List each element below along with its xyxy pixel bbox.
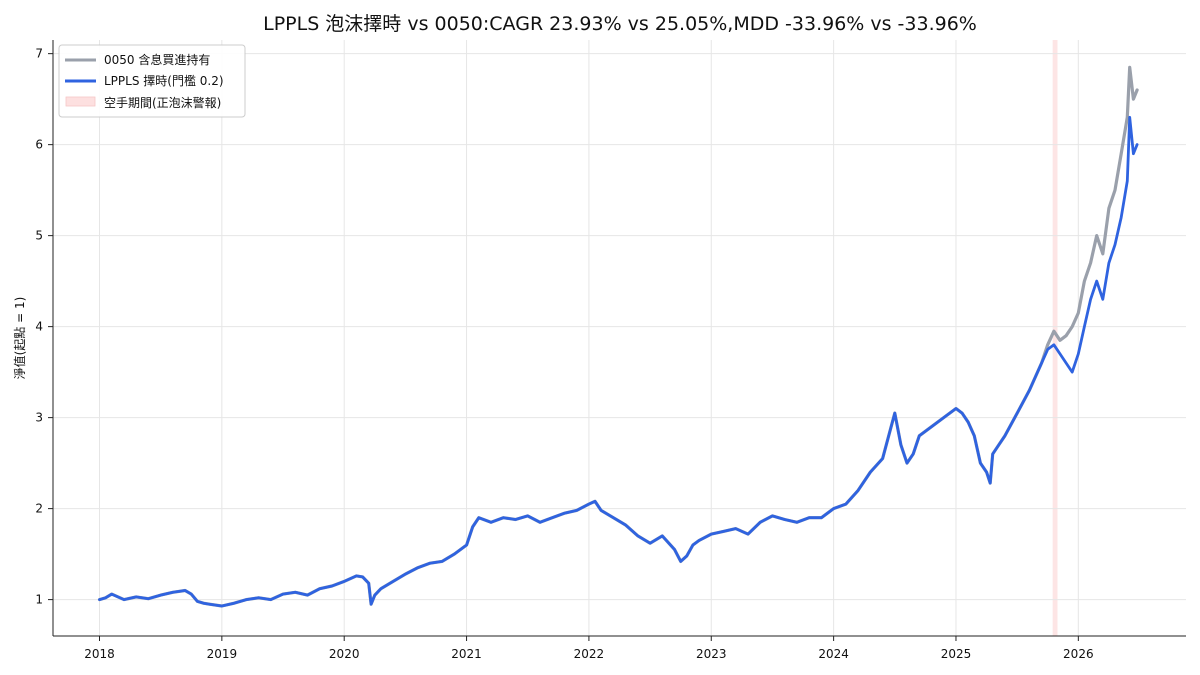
cash-period-region (1052, 40, 1058, 636)
shaded-region-layer (1052, 40, 1058, 636)
x-tick-label: 2026 (1063, 647, 1094, 661)
legend-swatch-cash-period (65, 96, 96, 107)
x-tick-label: 2019 (207, 647, 238, 661)
series-line-0050 (97, 65, 1139, 608)
gridlines (53, 40, 1186, 636)
y-tick-label: 7 (35, 47, 43, 61)
x-tick-label: 2025 (941, 647, 972, 661)
legend-label-cash-period: 空手期間(正泡沫警報) (104, 95, 221, 110)
x-tick-label: 2018 (84, 647, 115, 661)
y-tick-label: 6 (35, 138, 43, 152)
x-tick-label: 2022 (574, 647, 605, 661)
chart-title: LPPLS 泡沫擇時 vs 0050:CAGR 23.93% vs 25.05%… (263, 13, 977, 35)
series-line-lppls (98, 115, 1139, 608)
series-layer (97, 65, 1139, 608)
y-tick-label: 5 (35, 229, 43, 243)
x-tick-label: 2021 (451, 647, 482, 661)
x-axis-ticks: 2018 2019 2020 2021 2022 2023 2024 2025 2026 (84, 636, 1094, 661)
y-tick-label: 4 (35, 320, 43, 334)
y-axis-label: 淨值(起點 = 1) (12, 297, 27, 380)
y-tick-label: 2 (35, 502, 43, 516)
legend-label-lppls: LPPLS 擇時(門檻 0.2) (104, 73, 224, 88)
legend: 0050 含息買進持有 LPPLS 擇時(門檻 0.2) 空手期間(正泡沫警報) (58, 44, 246, 118)
x-tick-label: 2024 (818, 647, 849, 661)
y-tick-label: 3 (35, 411, 43, 425)
x-tick-label: 2023 (696, 647, 727, 661)
x-tick-label: 2020 (329, 647, 360, 661)
y-axis-ticks: 1 2 3 4 5 6 7 (35, 47, 53, 607)
y-tick-label: 1 (35, 593, 43, 607)
legend-box (58, 44, 246, 118)
legend-label-0050: 0050 含息買進持有 (104, 52, 210, 67)
